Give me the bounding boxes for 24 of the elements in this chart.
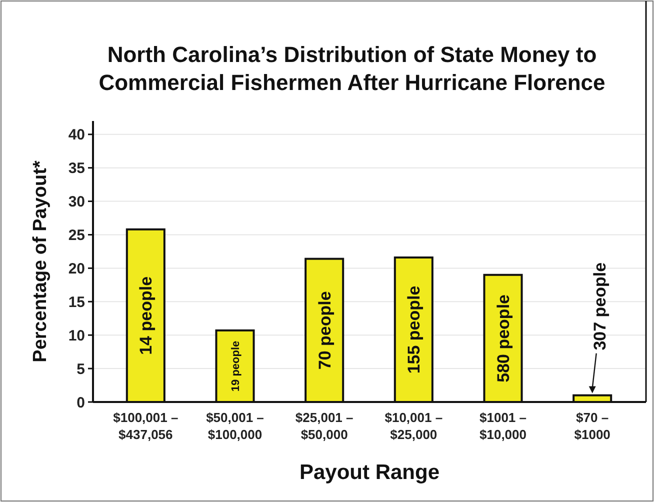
x-tick-label: $70 – $1000 — [574, 410, 610, 442]
annotation: 580 people — [494, 294, 513, 382]
y-tick-label: 15 — [68, 294, 85, 311]
x-tick-label: $25,001 – $50,000 — [295, 410, 354, 442]
annotation: 19 people — [230, 340, 242, 392]
x-tick-label: $10,001 – $25,000 — [384, 410, 443, 442]
y-tick-label: 30 — [68, 194, 85, 211]
y-tick-label: 40 — [68, 126, 85, 144]
annotation: 155 people — [404, 286, 424, 374]
x-tick-label: $50,001 – $100,000 — [206, 410, 264, 442]
y-tick-label: 35 — [68, 160, 85, 178]
annotation: 307 people — [590, 262, 610, 350]
annotation: 14 people — [136, 276, 156, 355]
annotation: 70 people — [315, 291, 334, 370]
y-tick-label: 25 — [68, 226, 85, 244]
chart-title: North Carolina’s Distribution of State Money to Commercial Fishermen After Hurricane Florence — [98, 42, 606, 95]
y-axis-title: Percentage of Payout* — [30, 160, 51, 362]
y-tick-label: 5 — [76, 360, 85, 378]
y-tick-label: 0 — [76, 394, 85, 412]
y-tick-label: 10 — [68, 327, 85, 344]
x-tick-label: $1001 – $10,000 — [480, 410, 526, 442]
x-axis-title: Payout Range — [299, 461, 440, 484]
x-tick-label: $100,001 – $437,056 — [113, 410, 178, 442]
y-tick-label: 20 — [68, 260, 85, 278]
